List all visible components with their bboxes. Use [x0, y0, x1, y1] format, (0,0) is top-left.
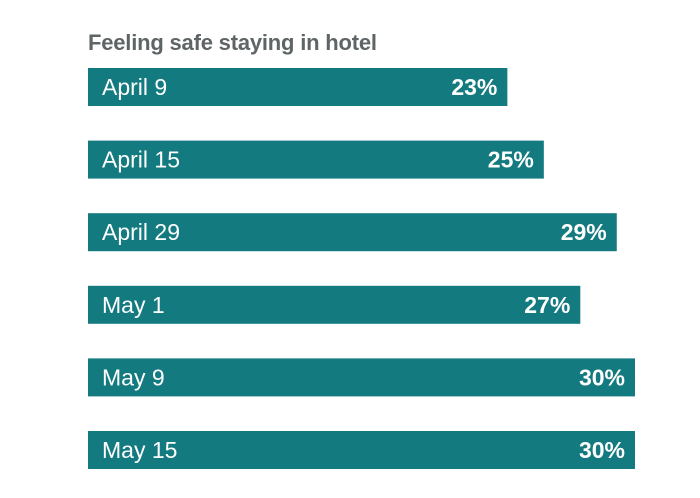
category-label: May 9	[102, 364, 165, 390]
bar-may-15	[88, 431, 635, 469]
category-label: April 9	[102, 74, 167, 100]
bar-april-9	[88, 68, 508, 106]
value-label: 27%	[524, 292, 570, 318]
bar-may-9	[88, 358, 635, 397]
value-label: 29%	[561, 219, 607, 245]
value-label: 23%	[451, 74, 497, 100]
bar-april-15	[88, 140, 544, 179]
value-label: 30%	[579, 364, 625, 390]
category-label: May 15	[102, 437, 177, 463]
bar-april-29	[88, 213, 617, 252]
chart-title: Feeling safe staying in hotel	[88, 30, 377, 55]
category-label: April 15	[102, 147, 180, 173]
bar-may-1	[88, 285, 581, 324]
category-label: May 1	[102, 292, 165, 318]
value-label: 25%	[488, 147, 534, 173]
category-label: April 29	[102, 219, 180, 245]
value-label: 30%	[579, 437, 625, 463]
